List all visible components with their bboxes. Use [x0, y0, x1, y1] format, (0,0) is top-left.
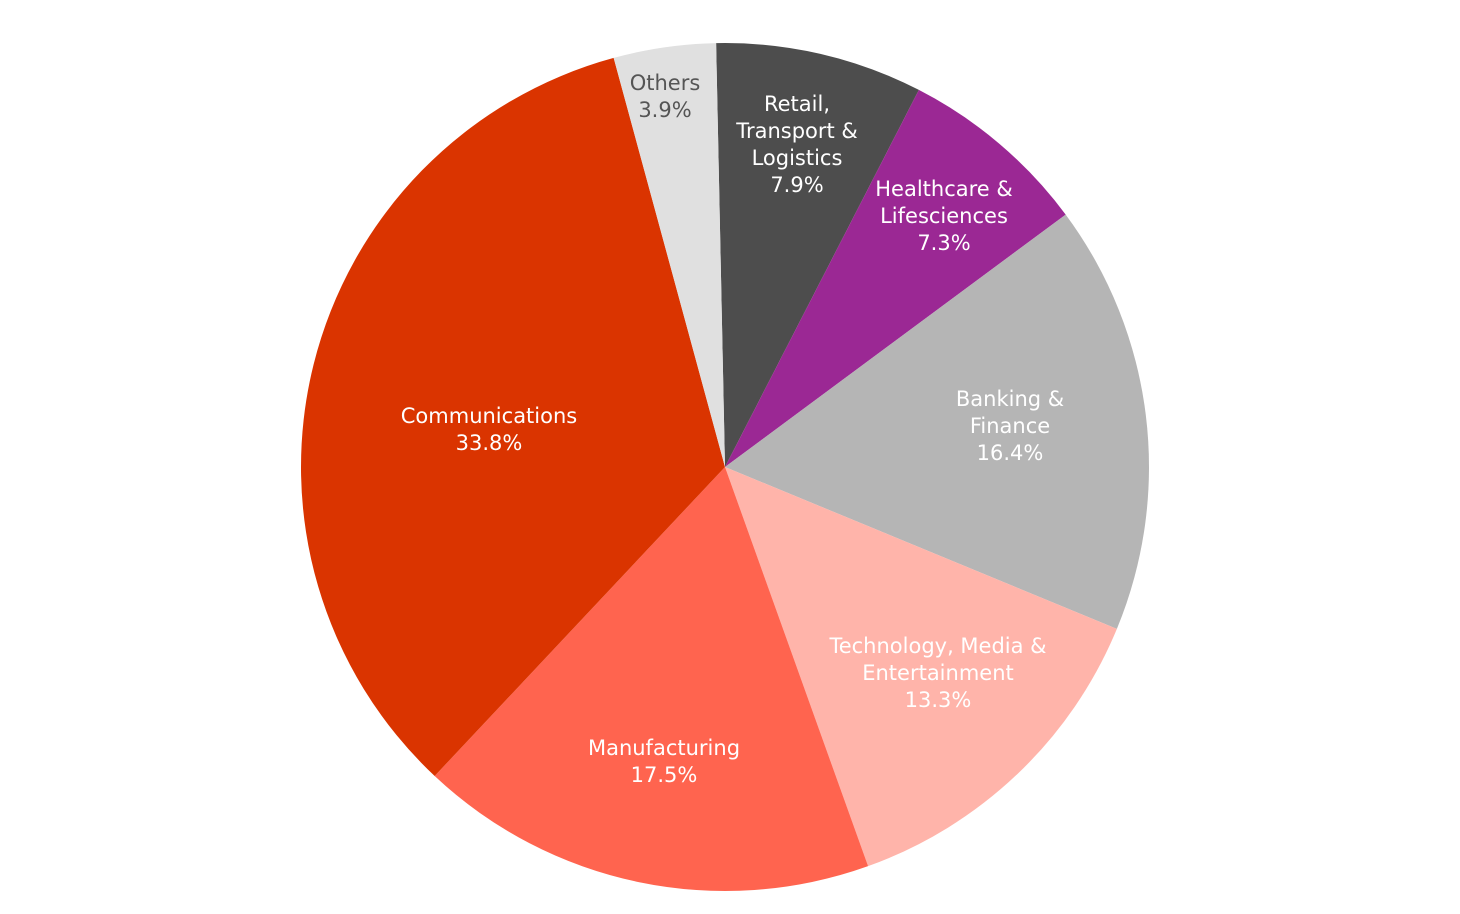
pie-slice: [613, 43, 725, 468]
labels-layer: Retail, Transport & Logistics 7.9% Healthcar…: [401, 71, 1064, 787]
slice-percent: 7.9%: [770, 173, 823, 197]
slice-percent: 16.4%: [977, 441, 1044, 465]
slice-label: Retail, Transport & Logistics 7.9%: [735, 92, 858, 197]
slices-layer: [301, 42, 1150, 891]
slice-name-line: Healthcare &: [875, 177, 1013, 201]
slice-name-line: Manufacturing: [588, 736, 740, 760]
slice-name-line: Entertainment: [862, 661, 1014, 685]
slice-label: Others 3.9%: [630, 71, 701, 122]
slice-percent: 17.5%: [631, 763, 698, 787]
slice-name-line: Communications: [401, 404, 577, 428]
slice-name-line: Others: [630, 71, 701, 95]
slice-name-line: Transport &: [735, 119, 858, 143]
slice-label: Healthcare & Lifesciences 7.3%: [875, 177, 1013, 255]
slice-percent: 33.8%: [456, 431, 523, 455]
pie-slice: [434, 467, 869, 891]
slice-percent: 3.9%: [638, 98, 691, 122]
pie-slice: [725, 214, 1150, 629]
pie-slice: [716, 42, 919, 468]
slice-name-line: Lifesciences: [880, 204, 1008, 228]
pie-slice: [301, 57, 725, 776]
slice-label: Technology, Media & Entertainment 13.3%: [828, 634, 1046, 712]
slice-label: Banking & Finance 16.4%: [956, 387, 1064, 465]
slice-name-line: Banking &: [956, 387, 1064, 411]
pie-slice: [725, 467, 1117, 867]
slice-name-line: Finance: [970, 414, 1050, 438]
slice-percent: 13.3%: [905, 688, 972, 712]
pie-slice: [725, 89, 1066, 468]
slice-name-line: Logistics: [752, 146, 843, 170]
slice-percent: 7.3%: [917, 231, 970, 255]
slice-name-line: Technology, Media &: [828, 634, 1046, 658]
slice-name-line: Retail,: [764, 92, 830, 116]
slice-label: Manufacturing 17.5%: [588, 736, 740, 787]
slice-label: Communications 33.8%: [401, 404, 577, 455]
